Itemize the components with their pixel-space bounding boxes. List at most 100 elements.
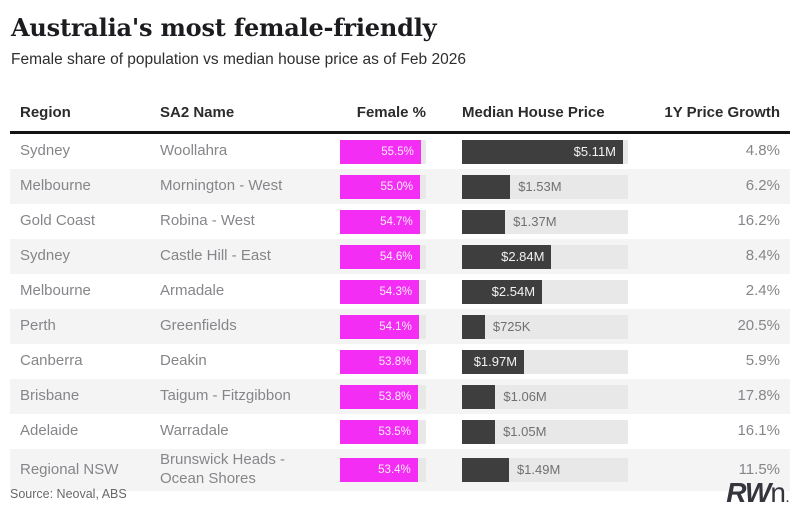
sa2-cell: Robina - West bbox=[160, 212, 255, 230]
price-bar-track: $1.06M bbox=[462, 384, 628, 409]
table-body: Sydney Woollahra 55.5% $5.11M 4.8% Me bbox=[10, 134, 790, 491]
region-cell: Sydney bbox=[20, 247, 71, 265]
price-bar-track: $1.37M bbox=[462, 209, 628, 234]
growth-cell: 5.9% bbox=[745, 352, 780, 370]
female-pct-bar: 53.5% bbox=[340, 419, 418, 444]
female-pct-bar-track: 55.0% bbox=[340, 174, 426, 199]
female-pct-bar: 55.0% bbox=[340, 174, 421, 199]
price-bar-track: $725K bbox=[462, 314, 628, 339]
region-cell: Brisbane bbox=[20, 387, 80, 405]
price-bar-label: $1.37M bbox=[513, 213, 557, 229]
growth-cell: 8.4% bbox=[745, 247, 780, 265]
female-pct-bar-track: 54.1% bbox=[340, 314, 426, 339]
page-title: Australia's most female-friendly bbox=[11, 13, 437, 42]
table-row: Adelaide Warradale 53.5% $1.05M 16.1% bbox=[10, 414, 790, 449]
column-header-1y-price-growth: 1Y Price Growth bbox=[664, 104, 780, 122]
table-row: Gold Coast Robina - West 54.7% $1.37M 16… bbox=[10, 204, 790, 239]
column-header-sa2-name: SA2 Name bbox=[160, 104, 235, 122]
logo-bold-part: RW bbox=[726, 477, 771, 508]
region-cell: Sydney bbox=[20, 142, 71, 160]
female-pct-bar-track: 53.8% bbox=[340, 349, 426, 374]
price-bar-label: $1.49M bbox=[516, 461, 561, 477]
price-bar-track: $2.84M bbox=[462, 244, 628, 269]
female-pct-bar: 53.8% bbox=[340, 384, 419, 409]
female-pct-bar: 54.3% bbox=[340, 279, 420, 304]
price-bar: $2.84M bbox=[462, 244, 552, 269]
price-bar: $1.37M bbox=[462, 209, 557, 234]
female-pct-bar: 54.1% bbox=[340, 314, 419, 339]
sa2-cell: Warradale bbox=[160, 422, 229, 440]
female-pct-bar-label: 54.7% bbox=[380, 215, 413, 228]
price-bar-label: $2.54M bbox=[491, 283, 536, 299]
table-row: Perth Greenfields 54.1% $725K 20.5% bbox=[10, 309, 790, 345]
sa2-cell: Castle Hill - East bbox=[160, 247, 271, 265]
sa2-cell: Brunswick Heads - Ocean Shores bbox=[160, 451, 286, 487]
table-row: Canberra Deakin 53.8% $1.97M 5.9% bbox=[10, 344, 790, 379]
source-note: Source: Neoval, ABS bbox=[10, 487, 127, 501]
region-cell: Perth bbox=[20, 317, 56, 335]
female-pct-bar-track: 53.8% bbox=[340, 384, 426, 409]
price-bar-label: $1.53M bbox=[518, 178, 562, 194]
female-pct-bar-label: 54.1% bbox=[379, 320, 412, 333]
infographic: Australia's most female-friendly Female … bbox=[0, 14, 800, 517]
price-bar-label: $1.97M bbox=[473, 353, 518, 369]
region-cell: Regional NSW bbox=[20, 460, 119, 478]
page-subtitle: Female share of population vs median hou… bbox=[11, 50, 466, 68]
female-pct-bar-label: 53.5% bbox=[378, 425, 411, 438]
female-pct-bar: 54.7% bbox=[340, 209, 420, 234]
female-pct-bar-track: 53.5% bbox=[340, 419, 426, 444]
price-bar-track: $1.97M bbox=[462, 349, 628, 374]
female-pct-bar-label: 54.6% bbox=[379, 250, 413, 263]
price-bar: $5.11M bbox=[462, 139, 624, 164]
price-bar: $1.05M bbox=[462, 419, 546, 444]
female-pct-bar-label: 53.8% bbox=[378, 355, 412, 368]
column-header-female-pct: Female % bbox=[356, 104, 426, 122]
price-bar: $1.53M bbox=[462, 174, 562, 199]
price-bar-track: $1.05M bbox=[462, 419, 628, 444]
table-row: Sydney Castle Hill - East 54.6% $2.84M 8… bbox=[10, 239, 790, 275]
sa2-cell: Deakin bbox=[160, 352, 207, 370]
female-pct-bar-label: 55.5% bbox=[381, 145, 414, 158]
region-cell: Melbourne bbox=[20, 282, 91, 300]
logo-light-part: n bbox=[770, 477, 786, 508]
price-bar: $1.97M bbox=[462, 349, 525, 374]
logo-dot: . bbox=[785, 493, 789, 505]
female-pct-bar: 54.6% bbox=[340, 244, 420, 269]
growth-cell: 4.8% bbox=[745, 142, 780, 160]
growth-cell: 16.2% bbox=[737, 212, 780, 230]
growth-cell: 6.2% bbox=[745, 177, 780, 195]
female-pct-bar-track: 55.5% bbox=[340, 139, 426, 164]
female-pct-bar-track: 54.6% bbox=[340, 244, 426, 269]
region-cell: Gold Coast bbox=[20, 212, 96, 230]
sa2-cell: Taigum - Fitzgibbon bbox=[160, 387, 291, 405]
growth-cell: 11.5% bbox=[738, 460, 780, 478]
price-bar-track: $2.54M bbox=[462, 279, 628, 304]
data-table: Region SA2 Name Female % Median House Pr… bbox=[10, 95, 790, 491]
female-pct-bar-label: 53.4% bbox=[378, 463, 411, 476]
price-bar-label: $1.06M bbox=[503, 388, 547, 404]
price-bar: $2.54M bbox=[462, 279, 543, 304]
table-row: Brisbane Taigum - Fitzgibbon 53.8% $1.06… bbox=[10, 379, 790, 415]
growth-cell: 16.1% bbox=[737, 422, 780, 440]
female-pct-bar: 55.5% bbox=[340, 139, 421, 164]
price-bar-label: $725K bbox=[492, 318, 531, 334]
price-bar: $1.49M bbox=[462, 457, 560, 482]
region-cell: Canberra bbox=[20, 352, 83, 370]
growth-cell: 2.4% bbox=[745, 282, 780, 300]
footer: Source: Neoval, ABS RWn. bbox=[10, 479, 790, 507]
female-pct-bar-track: 54.3% bbox=[340, 279, 426, 304]
female-pct-bar-label: 55.0% bbox=[380, 180, 414, 193]
price-bar-track: $1.49M bbox=[462, 457, 628, 482]
rwn-logo: RWn. bbox=[726, 479, 790, 507]
region-cell: Adelaide bbox=[20, 422, 79, 440]
female-pct-bar-track: 53.4% bbox=[340, 457, 426, 482]
table-row: Melbourne Mornington - West 55.0% $1.53M… bbox=[10, 169, 790, 205]
column-header-region: Region bbox=[20, 104, 71, 122]
table-header-row: Region SA2 Name Female % Median House Pr… bbox=[10, 95, 790, 135]
price-bar-label: $5.11M bbox=[573, 143, 617, 159]
price-bar-track: $5.11M bbox=[462, 139, 628, 164]
sa2-cell: Mornington - West bbox=[160, 177, 283, 195]
sa2-cell: Greenfields bbox=[160, 317, 237, 335]
table-row: Regional NSW Brunswick Heads - Ocean Sho… bbox=[10, 449, 790, 491]
table-row: Melbourne Armadale 54.3% $2.54M 2.4% bbox=[10, 274, 790, 309]
